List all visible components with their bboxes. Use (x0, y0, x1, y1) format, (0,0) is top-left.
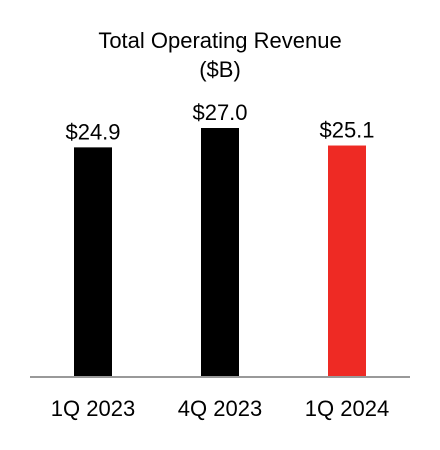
chart-title: Total Operating Revenue (98, 28, 341, 53)
bar-1 (74, 147, 112, 377)
bar-3 (328, 145, 366, 377)
data-label-2: $27.0 (192, 100, 247, 125)
bar-2 (201, 128, 239, 377)
x-tick-label-1: 1Q 2023 (51, 396, 135, 421)
x-tick-label-2: 4Q 2023 (178, 396, 262, 421)
data-label-3: $25.1 (319, 118, 374, 143)
data-label-1: $24.9 (65, 119, 120, 144)
chart-subtitle: ($B) (199, 57, 241, 82)
x-tick-label-3: 1Q 2024 (305, 396, 389, 421)
bars-group: $24.9 1Q 2023 $27.0 4Q 2023 $25.1 1Q 2024 (51, 100, 389, 421)
